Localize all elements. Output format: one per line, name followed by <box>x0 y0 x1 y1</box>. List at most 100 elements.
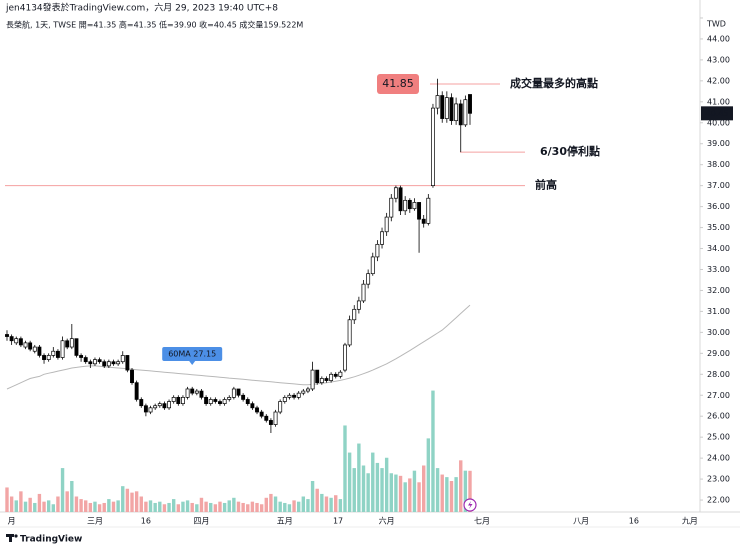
candle-body <box>268 420 273 425</box>
candle-body <box>32 346 37 352</box>
candle-body <box>93 359 97 365</box>
volume-bar <box>440 474 444 512</box>
volume-bar <box>37 493 42 512</box>
y-tick-label: 26.00 <box>707 412 730 421</box>
annotation-label: 成交量最多的高點 <box>510 76 598 90</box>
volume-bar <box>380 468 384 512</box>
volume-bar <box>403 482 407 512</box>
candle-body <box>380 231 384 245</box>
volume-bar <box>185 500 190 512</box>
volume-bar <box>162 504 167 512</box>
candle-body <box>421 218 426 224</box>
candle-body <box>338 371 343 377</box>
volume-bar <box>246 504 250 512</box>
volume-bar <box>148 500 153 512</box>
candle-body <box>157 403 162 407</box>
volume-bar <box>199 497 204 512</box>
volume-bar <box>232 497 236 512</box>
candle-body <box>218 401 222 404</box>
candle-body <box>431 107 435 186</box>
candle-body <box>435 95 440 109</box>
candle-body <box>301 390 306 394</box>
candle-body <box>384 216 389 233</box>
y-tick-label: 24.00 <box>707 454 730 463</box>
volume-bar <box>102 502 106 512</box>
candle-body <box>329 373 334 381</box>
annotation-label: 6/30停利點 <box>540 144 600 158</box>
y-tick-label: 31.00 <box>707 307 730 316</box>
volume-bar <box>384 457 389 512</box>
candle-body <box>153 405 158 409</box>
candle-body <box>324 378 329 381</box>
candle-body <box>143 405 148 413</box>
x-tick-label: 月 <box>8 517 16 526</box>
volume-bar <box>42 501 46 512</box>
volume-bar <box>97 504 102 512</box>
volume-bar <box>310 481 315 512</box>
volume-bar <box>361 465 366 512</box>
y-tick-label: 39.00 <box>707 139 730 148</box>
y-tick-label: 28.00 <box>707 370 730 379</box>
candle-body <box>407 199 412 210</box>
y-tick-label: 42.00 <box>707 76 730 85</box>
volume-bar <box>111 501 116 512</box>
y-tick-label: 43.00 <box>707 55 730 64</box>
y-tick-label: 35.00 <box>707 223 730 232</box>
volume-bar <box>366 473 370 512</box>
candle-body <box>74 338 79 356</box>
candle-body <box>46 355 51 360</box>
moving-average <box>6 304 471 390</box>
candle-body <box>185 388 190 398</box>
candle-body <box>176 396 181 404</box>
candle-body <box>250 403 255 409</box>
volume-bar <box>283 502 287 512</box>
candle-body <box>370 256 375 275</box>
volume-bar <box>417 482 421 512</box>
last-price-tag <box>701 106 733 121</box>
candle-body <box>111 361 116 365</box>
volume-bar <box>408 478 412 512</box>
volume-bar <box>28 497 32 512</box>
volume-bar <box>352 468 356 512</box>
volume-bar <box>121 486 125 512</box>
candle-body <box>28 342 33 350</box>
candle-body <box>88 361 93 365</box>
x-tick-label: 七月 <box>474 517 490 526</box>
volume-bar <box>88 502 93 512</box>
volume-bar <box>454 477 458 512</box>
volume-bar <box>334 495 338 512</box>
y-tick-label: 36.00 <box>707 202 730 211</box>
annotation-label: 前高 <box>535 178 557 192</box>
candle-body <box>83 357 88 363</box>
volume-bar <box>195 504 199 512</box>
price-box-label: 41.85 <box>382 77 414 90</box>
candle-body <box>333 373 338 377</box>
volume-bar <box>204 501 208 512</box>
y-tick-label: 37.00 <box>707 181 730 190</box>
candle-body <box>375 243 380 258</box>
volume-bar <box>287 504 292 512</box>
candle-body <box>106 361 111 367</box>
volume-bar <box>435 468 440 512</box>
footer-logo <box>6 534 18 542</box>
y-tick-label: 30.00 <box>707 328 730 337</box>
candle-body <box>315 369 320 384</box>
volume-bar <box>222 502 227 512</box>
candle-body <box>296 392 301 398</box>
volume-bar <box>468 470 472 512</box>
volume-bar <box>338 499 343 512</box>
volume-bar <box>181 501 185 512</box>
candle-body <box>51 350 56 356</box>
price-box <box>377 73 419 94</box>
candle-body <box>412 202 417 210</box>
candle-body <box>5 334 9 337</box>
volume-bar <box>273 496 278 512</box>
y-tick-label: 34.00 <box>707 244 730 253</box>
candle-body <box>356 300 361 310</box>
volume-bar <box>422 465 426 512</box>
candle-body <box>292 394 297 398</box>
volume-bar <box>176 504 181 512</box>
volume-bar <box>320 493 324 512</box>
candle-body <box>347 319 352 346</box>
candle-body <box>282 396 287 402</box>
